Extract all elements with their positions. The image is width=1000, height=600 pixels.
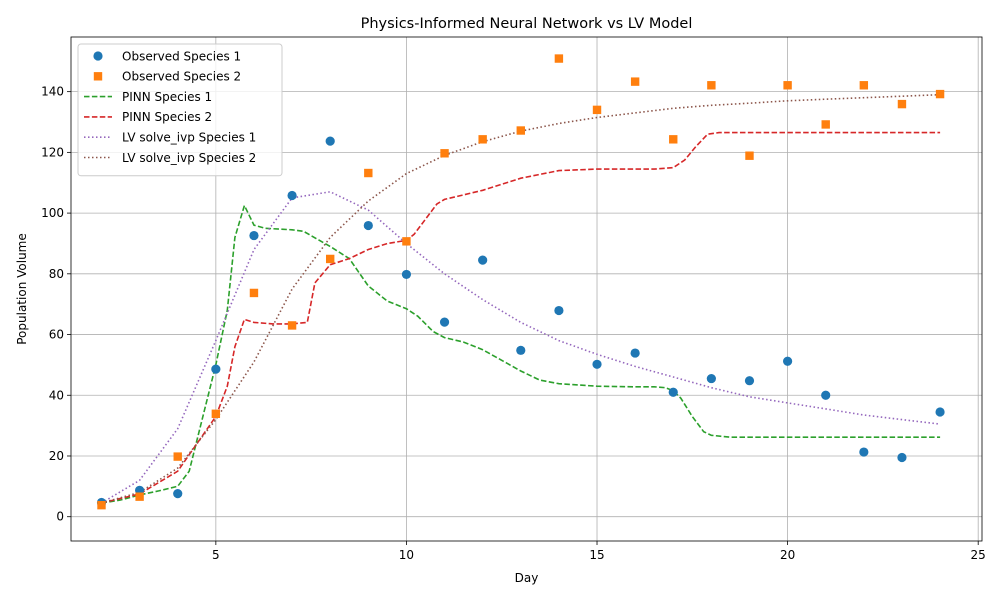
data-point <box>135 492 144 501</box>
data-point <box>478 255 488 265</box>
data-point <box>783 356 793 366</box>
data-point <box>630 77 640 86</box>
legend-marker <box>93 51 103 61</box>
data-point <box>630 348 640 358</box>
data-point <box>554 54 564 63</box>
x-tick-label: 20 <box>780 548 795 562</box>
plot-series <box>96 54 945 510</box>
legend-item: Observed Species 1 <box>93 49 241 63</box>
legend-item: PINN Species 1 <box>84 90 212 104</box>
data-point <box>173 489 183 499</box>
data-point <box>97 500 106 510</box>
data-point <box>935 407 945 417</box>
data-point <box>783 81 792 90</box>
data-point <box>745 151 754 160</box>
data-point <box>935 89 945 99</box>
data-point <box>744 376 755 386</box>
y-tick-label: 0 <box>56 510 64 524</box>
data-point <box>706 373 716 384</box>
legend-label: PINN Species 1 <box>122 90 212 104</box>
data-point <box>821 120 830 129</box>
data-point <box>363 220 373 231</box>
data-point <box>325 136 335 146</box>
data-point <box>325 254 335 264</box>
y-tick-label: 40 <box>49 388 64 402</box>
data-point <box>554 305 564 316</box>
series-observed-species-2 <box>97 54 945 510</box>
data-point <box>439 317 450 327</box>
data-point <box>173 452 182 461</box>
legend-item: Observed Species 2 <box>93 70 241 84</box>
y-tick-label: 60 <box>49 328 64 342</box>
data-point <box>516 126 525 135</box>
data-point <box>592 105 602 115</box>
data-point <box>211 409 221 418</box>
series-line-pinn-species-1 <box>101 203 941 504</box>
data-point <box>364 168 373 178</box>
data-point <box>669 135 678 144</box>
series-line-pinn-species-2 <box>101 131 941 504</box>
y-tick-label: 120 <box>41 145 64 159</box>
data-point <box>592 359 602 369</box>
data-point <box>402 237 411 246</box>
legend-label: PINN Species 2 <box>122 110 212 124</box>
data-point <box>401 269 412 280</box>
data-point <box>440 149 449 158</box>
y-tick-label: 140 <box>41 85 64 99</box>
data-point <box>668 387 678 397</box>
legend: Observed Species 1 Observed Species 2 PINN… <box>77 43 283 177</box>
y-tick-label: 100 <box>41 206 64 220</box>
data-point <box>897 99 907 109</box>
legend-label: LV solve_ivp Species 2 <box>122 151 256 165</box>
data-point <box>859 81 869 90</box>
legend-label: Observed Species 2 <box>122 70 241 84</box>
legend-item: LV solve_ivp Species 2 <box>84 151 256 165</box>
legend-label: Observed Species 1 <box>122 49 241 63</box>
data-point <box>287 321 297 330</box>
data-point <box>859 447 869 457</box>
x-tick-label: 25 <box>971 548 986 562</box>
chart-title: Physics-Informed Neural Network vs LV Mo… <box>361 16 693 32</box>
y-tick-label: 80 <box>49 267 64 281</box>
y-tick-label: 20 <box>49 449 64 463</box>
legend-box <box>77 43 283 177</box>
axis-ticks: 5 10 15 20 25 0 20 40 60 80 100 120 140 <box>41 85 986 562</box>
x-axis-label: Day <box>515 571 539 585</box>
legend-marker <box>93 72 103 81</box>
data-point <box>249 288 259 298</box>
data-point <box>821 390 831 400</box>
y-axis-label: Population Volume <box>15 233 29 345</box>
data-point <box>478 135 487 144</box>
plot-frame <box>70 36 983 542</box>
x-tick-label: 5 <box>212 548 220 562</box>
data-point <box>211 364 221 374</box>
legend-item: LV solve_ivp Species 1 <box>84 131 256 145</box>
series-line-lv-solve-ivp-species-2 <box>101 93 941 504</box>
x-tick-label: 10 <box>399 548 414 562</box>
data-point <box>287 190 297 201</box>
data-point <box>707 81 716 90</box>
data-point <box>516 345 526 355</box>
legend-label: LV solve_ivp Species 1 <box>122 131 256 145</box>
data-point <box>897 452 907 463</box>
x-tick-label: 15 <box>589 548 604 562</box>
legend-item: PINN Species 2 <box>84 110 212 124</box>
data-point <box>249 230 259 241</box>
